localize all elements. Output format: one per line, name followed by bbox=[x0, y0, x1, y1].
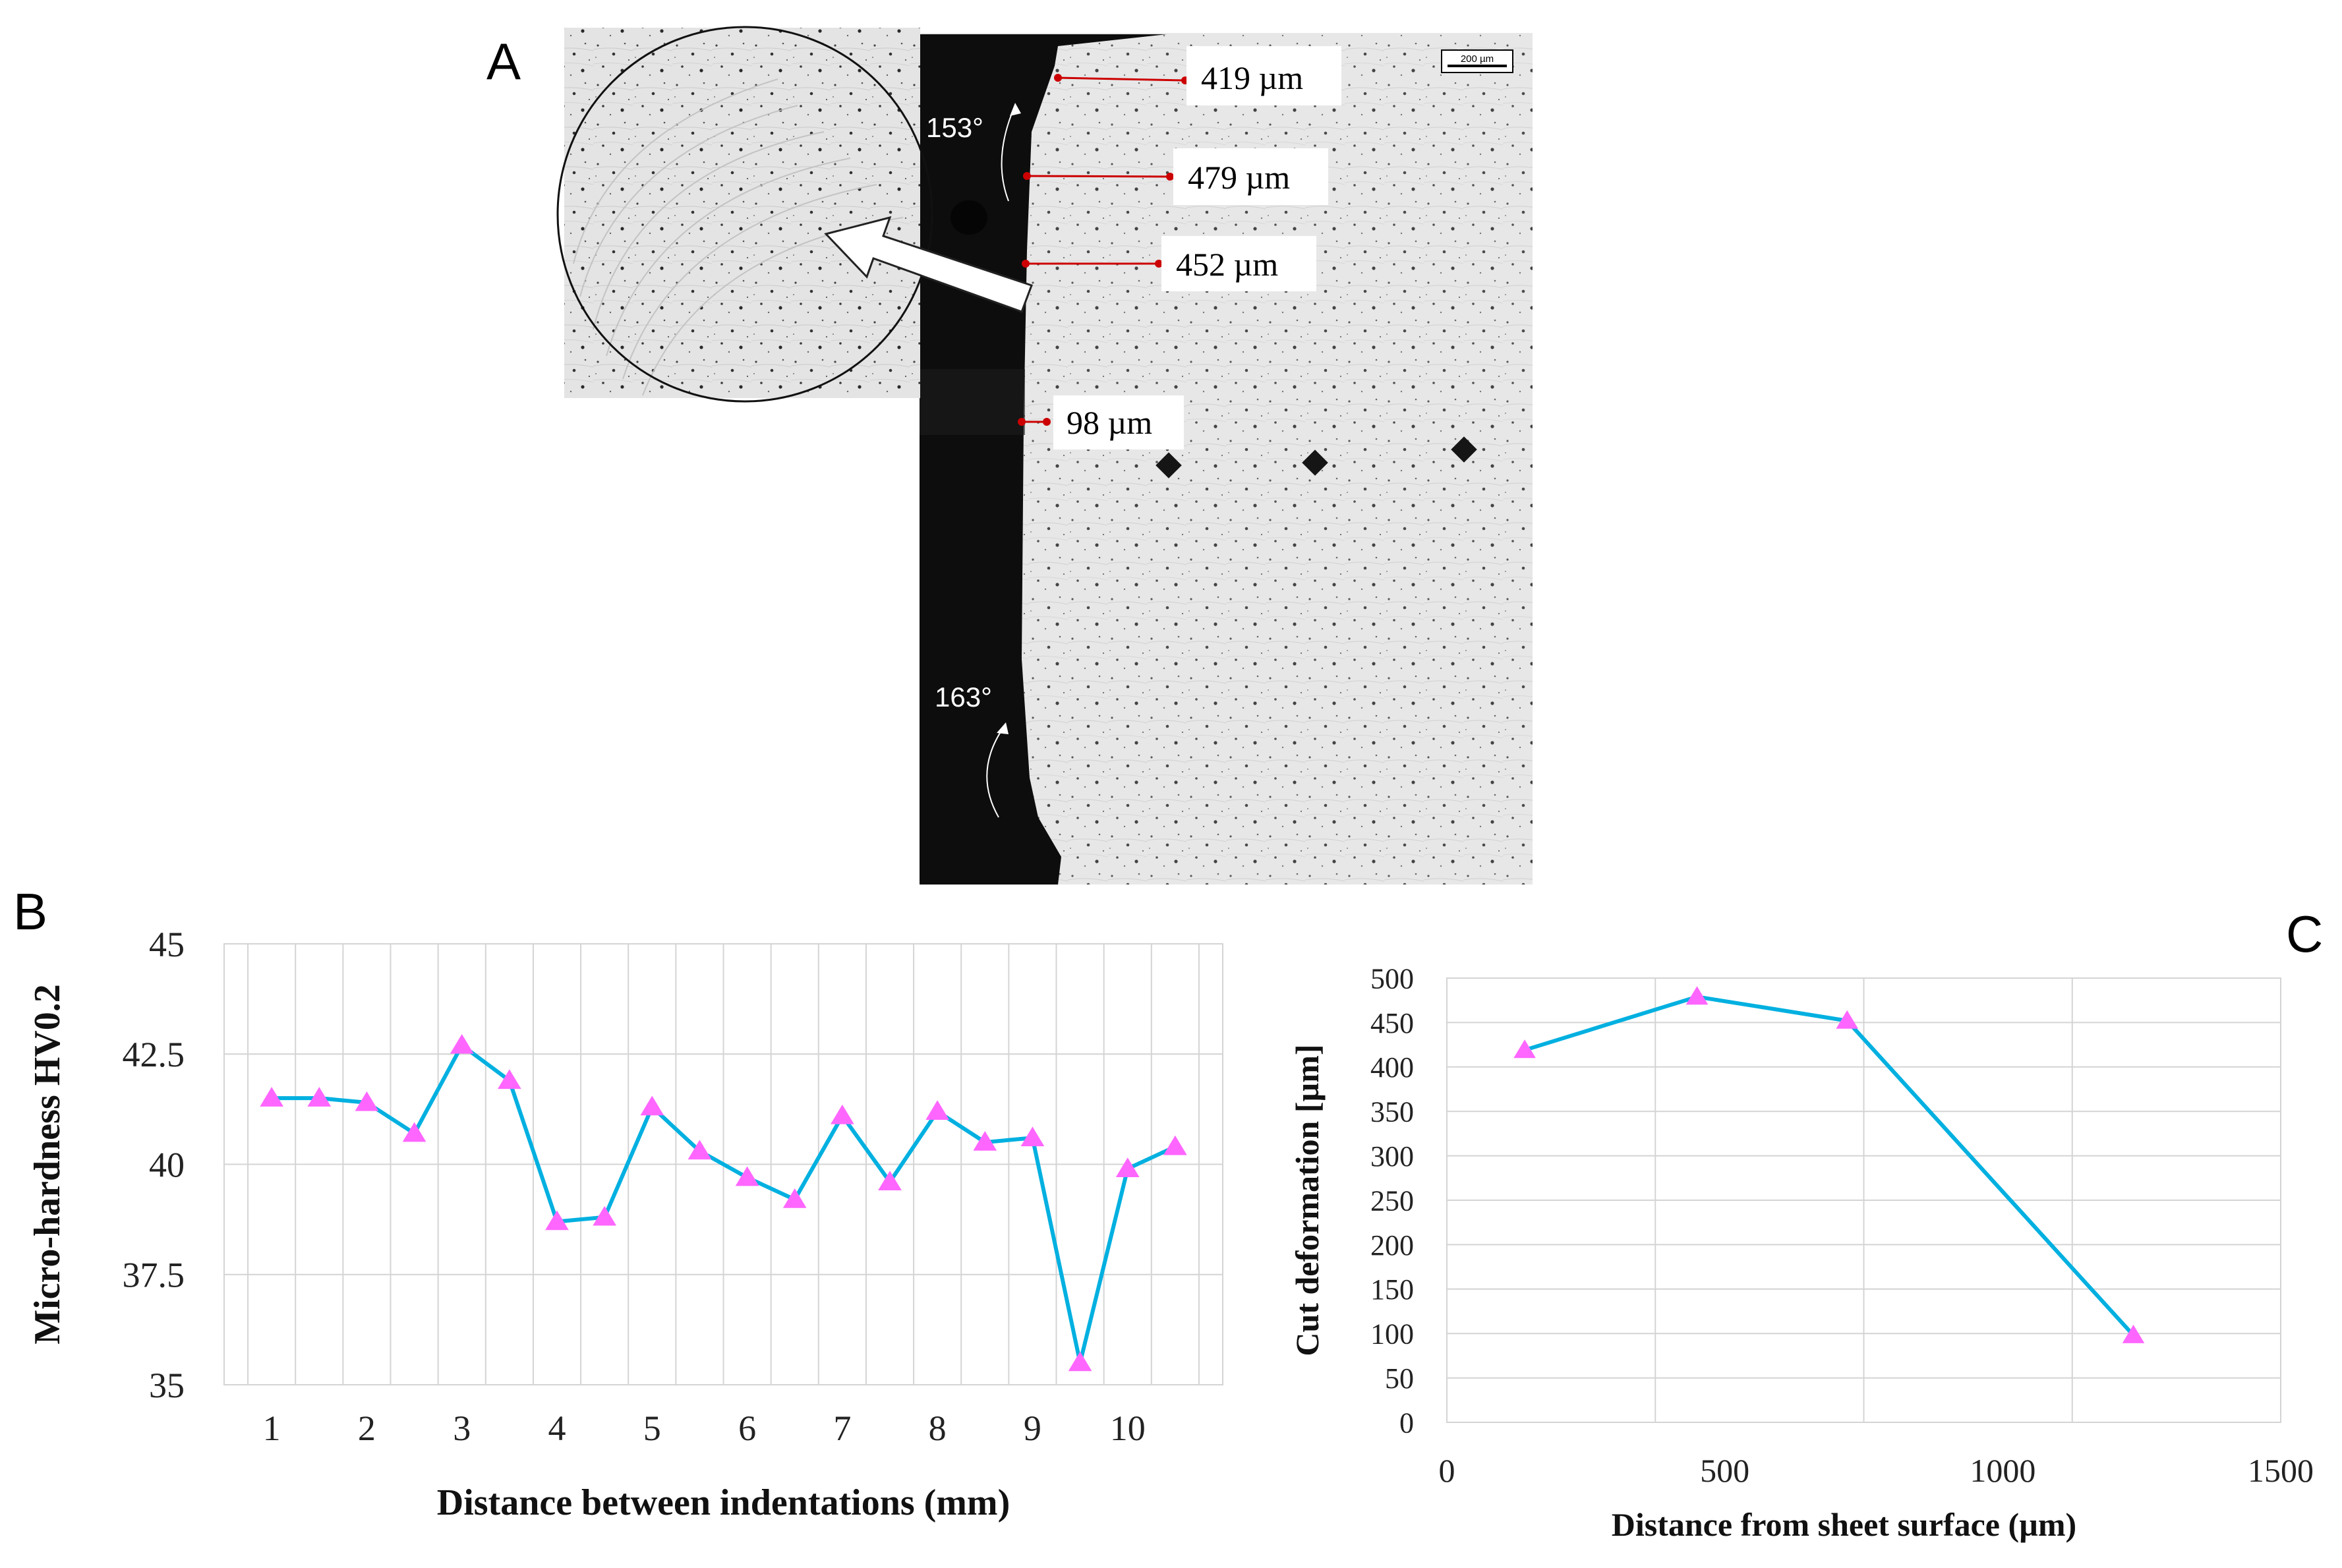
x-tick-label: 1000 bbox=[1970, 1452, 2035, 1489]
data-point bbox=[260, 1087, 283, 1107]
y-tick-label: 250 bbox=[1370, 1184, 1414, 1217]
data-point bbox=[307, 1087, 332, 1107]
y-axis-title: Micro-hardness HV0.2 bbox=[27, 984, 68, 1345]
data-point bbox=[640, 1095, 664, 1116]
data-point bbox=[1836, 1010, 1858, 1029]
measure-label-2: 479 µm bbox=[1188, 159, 1290, 196]
data-point bbox=[735, 1166, 759, 1186]
data-point bbox=[402, 1122, 426, 1142]
measure-box-3 bbox=[1161, 236, 1316, 291]
data-point bbox=[782, 1188, 807, 1208]
mount-band bbox=[920, 369, 1025, 435]
panel-label-c: C bbox=[2286, 905, 2324, 963]
data-point bbox=[498, 1069, 521, 1089]
mount-void bbox=[951, 200, 987, 235]
x-tick-label: 500 bbox=[1700, 1452, 1749, 1489]
y-tick-label: 35 bbox=[149, 1366, 185, 1405]
x-tick-label: 7 bbox=[833, 1408, 851, 1448]
measure-line-1 bbox=[1054, 74, 1189, 84]
y-tick-label: 400 bbox=[1370, 1051, 1414, 1084]
y-tick-label: 50 bbox=[1385, 1362, 1414, 1395]
x-tick-label: 9 bbox=[1024, 1408, 1041, 1448]
measure-label-3: 452 µm bbox=[1176, 246, 1278, 283]
angle-arc-1 bbox=[1001, 105, 1016, 202]
series-line bbox=[272, 1043, 1177, 1365]
x-axis-title: Distance between indentations (mm) bbox=[437, 1482, 1010, 1523]
y-tick-label: 450 bbox=[1370, 1007, 1414, 1039]
y-axis-title: Cut deformation [µm] bbox=[1289, 1044, 1326, 1356]
x-tick-label: 8 bbox=[929, 1408, 947, 1448]
data-point bbox=[1115, 1157, 1140, 1177]
data-point bbox=[878, 1171, 902, 1191]
measure-box-2 bbox=[1173, 148, 1328, 205]
data-point bbox=[925, 1100, 949, 1120]
data-point bbox=[450, 1033, 474, 1054]
mounting-resin bbox=[920, 34, 1167, 885]
indentation-3 bbox=[1451, 436, 1477, 463]
y-tick-label: 150 bbox=[1370, 1273, 1414, 1306]
data-point bbox=[831, 1104, 854, 1124]
x-tick-label: 6 bbox=[738, 1408, 756, 1448]
y-tick-label: 200 bbox=[1370, 1229, 1414, 1262]
data-point bbox=[1068, 1351, 1092, 1372]
magnification-circle bbox=[556, 26, 933, 403]
x-tick-label: 5 bbox=[643, 1408, 661, 1448]
scale-bar: 200 µm bbox=[1441, 49, 1513, 73]
y-tick-label: 100 bbox=[1370, 1318, 1414, 1350]
data-point bbox=[1020, 1126, 1045, 1147]
panel-label-a: A bbox=[486, 32, 521, 90]
inset-image bbox=[564, 28, 920, 398]
micrograph: 200 µm 419 µm 479 µm 452 µm 98 µm 153° 1… bbox=[556, 26, 1533, 885]
data-point bbox=[545, 1210, 569, 1231]
data-point bbox=[688, 1140, 712, 1160]
measure-label-4: 98 µm bbox=[1067, 404, 1152, 441]
y-tick-label: 37.5 bbox=[123, 1256, 185, 1295]
y-tick-label: 0 bbox=[1399, 1407, 1414, 1439]
indentation-1 bbox=[1156, 452, 1182, 479]
measure-line-2 bbox=[1023, 172, 1174, 181]
plot-area bbox=[1446, 977, 2281, 1423]
indentation-2 bbox=[1302, 450, 1328, 476]
x-tick-label: 4 bbox=[548, 1408, 566, 1448]
angle-arrowhead-2 bbox=[997, 722, 1009, 734]
measure-box-4 bbox=[1053, 395, 1184, 450]
data-point bbox=[2122, 1324, 2145, 1343]
plot-area bbox=[223, 943, 1223, 1385]
scale-bar-label: 200 µm bbox=[1461, 53, 1494, 65]
x-tick-label: 1 bbox=[263, 1408, 281, 1448]
data-point bbox=[355, 1091, 379, 1111]
measure-box-1 bbox=[1186, 46, 1341, 105]
data-point bbox=[593, 1205, 616, 1226]
x-tick-label: 1500 bbox=[2248, 1452, 2314, 1489]
panel-label-b: B bbox=[13, 883, 48, 941]
angle-arrowhead-1 bbox=[1010, 103, 1021, 116]
y-tick-label: 300 bbox=[1370, 1140, 1414, 1173]
y-tick-label: 350 bbox=[1370, 1096, 1414, 1128]
angle-label-1: 153° bbox=[926, 112, 983, 143]
angle-arc-2 bbox=[986, 724, 1006, 818]
x-tick-label: 10 bbox=[1110, 1408, 1146, 1448]
angle-label-2: 163° bbox=[935, 682, 992, 712]
x-tick-label: 0 bbox=[1439, 1452, 1455, 1489]
series-line bbox=[1524, 995, 2135, 1337]
x-axis-title: Distance from sheet surface (µm) bbox=[1612, 1506, 2076, 1543]
measure-label-1: 419 µm bbox=[1201, 59, 1303, 96]
data-point bbox=[1685, 986, 1709, 1005]
x-tick-label: 3 bbox=[453, 1408, 471, 1448]
data-point bbox=[973, 1131, 997, 1151]
magnification-arrow bbox=[824, 216, 1033, 313]
x-tick-label: 2 bbox=[358, 1408, 376, 1448]
y-tick-label: 500 bbox=[1370, 962, 1414, 995]
data-point bbox=[1513, 1039, 1536, 1059]
data-point bbox=[1163, 1135, 1187, 1155]
y-tick-label: 42.5 bbox=[123, 1035, 185, 1074]
y-tick-label: 45 bbox=[149, 925, 185, 964]
y-tick-label: 40 bbox=[149, 1145, 185, 1184]
